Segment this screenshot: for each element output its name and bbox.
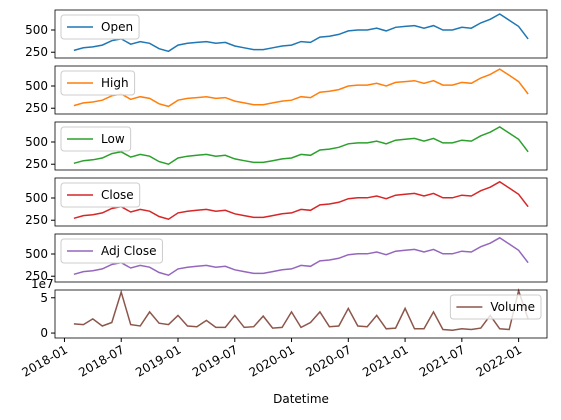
legend-box: [60, 238, 163, 264]
legend-label: Volume: [490, 300, 535, 314]
x-tick-label: 2018-07: [76, 342, 126, 379]
legend-label: Close: [101, 188, 134, 202]
y-tick-label: 500: [25, 23, 48, 37]
series-line: [73, 126, 529, 166]
axes-frame: [54, 9, 548, 59]
x-tick-label: 2020-01: [247, 342, 297, 379]
series-line: [73, 180, 529, 221]
legend: Open: [60, 14, 140, 40]
y-tick-label: 500: [25, 191, 48, 205]
y-tick-label: 250: [25, 101, 48, 115]
y-tick-label: 500: [25, 135, 48, 149]
legend-label: Adj Close: [101, 244, 156, 258]
legend-label: Open: [101, 20, 133, 34]
y-tick-label: 250: [25, 269, 48, 283]
legend: Volume: [449, 294, 542, 320]
x-axis-label: Datetime: [273, 392, 329, 406]
x-tick-label: 2021-07: [417, 342, 467, 379]
x-tick-label: 2018-01: [20, 342, 70, 379]
series-line: [73, 288, 529, 331]
legend: Adj Close: [60, 238, 163, 264]
x-tick-label: 2019-07: [190, 342, 240, 379]
legend: High: [60, 70, 136, 96]
series-line: [73, 236, 529, 277]
y-offset-label: 1e7: [31, 277, 54, 291]
y-tick-label: 250: [25, 213, 48, 227]
legend-box: [60, 70, 136, 96]
series-line: [73, 68, 529, 108]
y-tick-label: 500: [25, 79, 48, 93]
x-tick-label: 2021-01: [360, 342, 410, 379]
legend-box: [60, 182, 141, 208]
y-tick-label: 500: [25, 247, 48, 261]
legend-box: [60, 14, 140, 40]
legend-box: [449, 294, 542, 320]
x-tick-label: 2020-07: [303, 342, 353, 379]
x-tick-label: 2022-01: [474, 342, 524, 379]
y-tick-label: 250: [25, 157, 48, 171]
x-tick-label: 2019-01: [133, 342, 183, 379]
axes-frame: [54, 65, 548, 115]
axes-frame: [54, 121, 548, 171]
legend: Low: [60, 126, 132, 152]
y-tick-label: 5: [40, 291, 48, 305]
axes-frame: [54, 233, 548, 283]
legend: Close: [60, 182, 141, 208]
legend-label: Low: [101, 132, 125, 146]
axes-frame: [54, 177, 548, 227]
y-tick-label: 250: [25, 45, 48, 59]
series-line: [73, 13, 529, 53]
axes-frame: [54, 289, 548, 339]
y-tick-label: 0: [40, 326, 48, 340]
legend-label: High: [101, 76, 129, 90]
legend-box: [60, 126, 132, 152]
